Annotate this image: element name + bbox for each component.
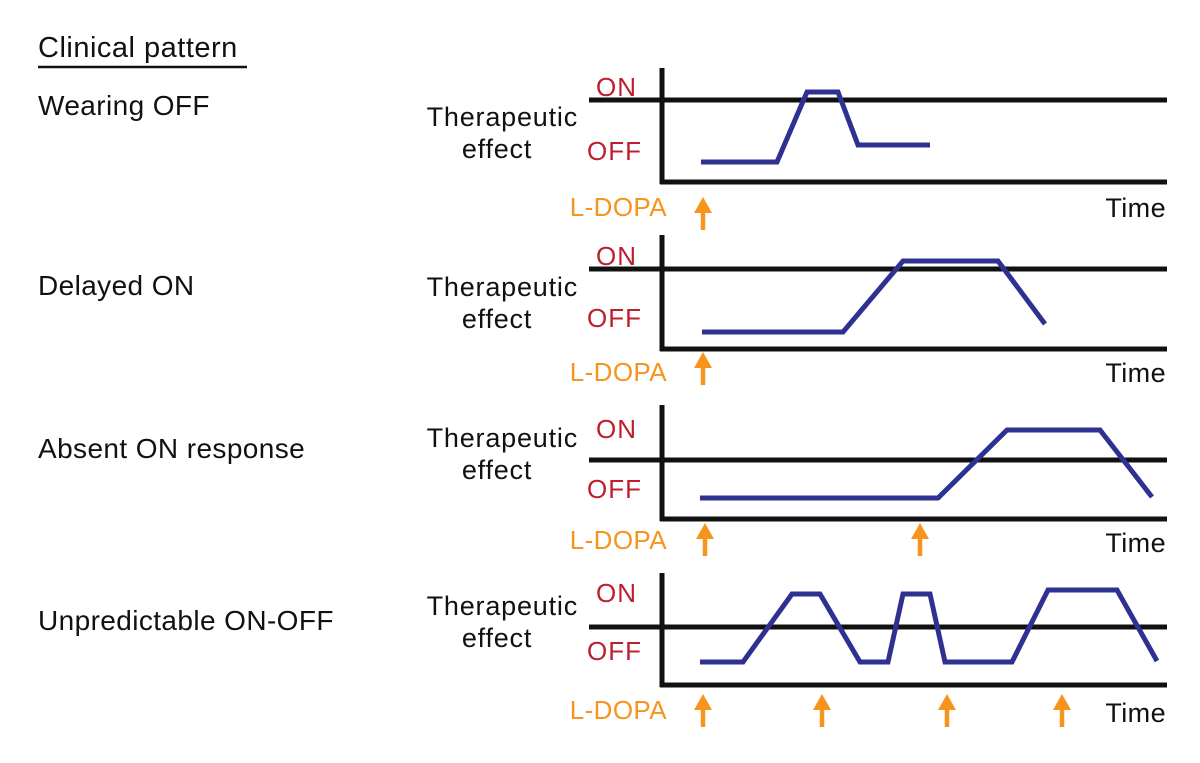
ldopa-dose-arrow-head [694, 694, 712, 710]
figure-title: Clinical pattern [38, 32, 238, 64]
row-1-off-label: OFF [587, 136, 642, 166]
row-2-dose-arrows [694, 352, 712, 385]
row-3-dose-arrows [696, 523, 929, 556]
row-3-label: Absent ON response [38, 433, 305, 464]
row-2-label: Delayed ON [38, 270, 195, 301]
row-3-yaxis-label-line1: Therapeutic [427, 423, 578, 453]
row-4-yaxis-label-line2: effect [462, 623, 532, 653]
row-delayed-on: Delayed ON Therapeutic effect ON OFF L-D… [38, 235, 1167, 388]
row-3-time-label: Time [1105, 528, 1166, 558]
row-3-therapeutic-effect-curve [700, 427, 1154, 501]
row-2-yaxis-label-line1: Therapeutic [427, 272, 578, 302]
ldopa-dose-arrow-head [938, 694, 956, 710]
row-1-label: Wearing OFF [38, 90, 210, 121]
row-2-yaxis-label-line2: effect [462, 304, 532, 334]
ldopa-dose-arrow-head [1053, 694, 1071, 710]
row-1-yaxis-label-line1: Therapeutic [427, 102, 578, 132]
row-3-yaxis-label-line2: effect [462, 455, 532, 485]
row-unpredictable-on-off: Unpredictable ON-OFF Therapeutic effect … [38, 573, 1167, 728]
row-3-on-label: ON [596, 414, 637, 444]
row-4-therapeutic-effect-curve [700, 587, 1160, 665]
row-4-on-label: ON [596, 578, 637, 608]
row-3-off-label: OFF [587, 474, 642, 504]
ldopa-dose-arrow-head [696, 523, 714, 539]
row-2-off-label: OFF [587, 303, 642, 333]
ldopa-dose-arrow-head [694, 352, 712, 368]
ldopa-dose-arrow-head [911, 523, 929, 539]
row-4-label: Unpredictable ON-OFF [38, 605, 334, 636]
row-1-ldopa-label: L-DOPA [570, 192, 668, 222]
row-1-yaxis-label-line2: effect [462, 134, 532, 164]
row-2-on-label: ON [596, 241, 637, 271]
row-3-ldopa-label: L-DOPA [570, 525, 668, 555]
row-2-therapeutic-effect-curve [702, 258, 1048, 335]
row-4-yaxis-label-line1: Therapeutic [427, 591, 578, 621]
row-1-time-label: Time [1105, 193, 1166, 223]
row-4-time-label: Time [1105, 698, 1166, 728]
row-absent-on-response: Absent ON response Therapeutic effect ON… [38, 405, 1167, 558]
row-4-ldopa-label: L-DOPA [570, 695, 668, 725]
ldopa-dose-arrow-head [694, 197, 712, 213]
ldopa-dose-arrow-head [813, 694, 831, 710]
row-2-ldopa-label: L-DOPA [570, 357, 668, 387]
row-1-on-label: ON [596, 72, 637, 102]
row-1-dose-arrows [694, 197, 712, 230]
row-1-therapeutic-effect-curve [701, 89, 930, 165]
row-wearing-off: Wearing OFF Therapeutic effect ON OFF L-… [38, 68, 1167, 230]
row-4-off-label: OFF [587, 636, 642, 666]
row-2-time-label: Time [1105, 358, 1166, 388]
row-4-dose-arrows [694, 694, 1071, 727]
